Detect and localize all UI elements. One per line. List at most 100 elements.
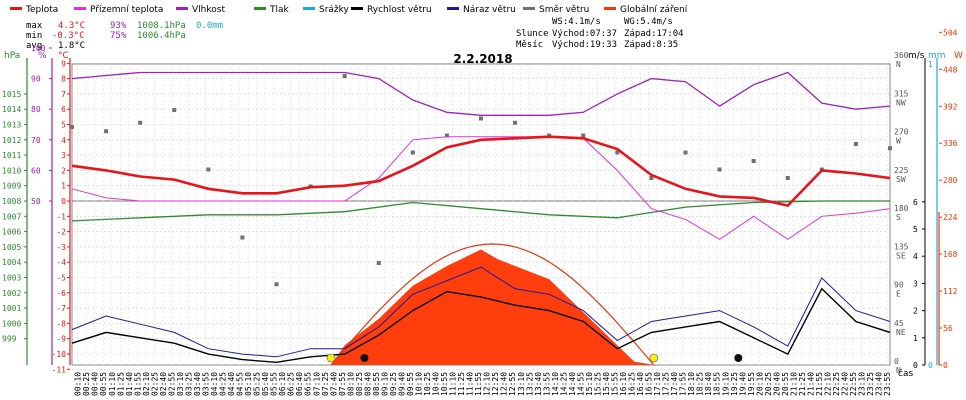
x-tick-label: 18:10 [687,372,696,396]
direction-tick-label: 45 [894,319,904,328]
x-tick-label: 14:40 [568,372,577,396]
x-tick-label: 23:55 [883,372,892,396]
moon-label: Měsíc [516,40,543,50]
x-tick-label: 01:55 [133,372,142,396]
wind-direction-point [376,261,381,265]
x-tick-label: 04:55 [236,372,245,396]
chart-title: 2.2.2018 [453,52,512,66]
wind-direction-point [615,150,620,155]
x-tick-label: 14:10 [551,372,560,396]
x-tick-label: 07:10 [312,372,321,396]
stats-avg-temp: 1.8°C [58,41,85,51]
hpa-tick-label: 1002 [2,289,21,298]
x-tick-label: 15:10 [585,372,594,396]
x-tick-label: 04:40 [227,372,236,396]
w-tick-label: 224 [943,213,958,222]
x-tick-label: 05:55 [270,372,279,396]
legend-swatch [176,7,188,10]
legend-label: Směr větru [539,5,589,15]
x-tick-label: 10:10 [415,372,424,396]
celsius-tick-label: -5 [56,274,66,283]
x-tick-label: 17:10 [653,372,662,396]
stats-min-label: min [26,31,42,41]
x-tick-label: 22:40 [841,372,850,396]
x-tick-label: 16:25 [628,372,637,396]
x-tick-label: 00:25 [82,372,91,396]
x-tick-label: 02:55 [167,372,176,396]
w-tick-label: 0 [943,361,948,370]
sun-set: Západ:17:04 [624,29,684,39]
x-tick-label: 15:25 [593,372,602,396]
x-tick-label: 12:10 [483,372,492,396]
celsius-tick-label: -9 [56,335,66,344]
x-tick-label: 08:40 [363,372,372,396]
x-tick-label: 08:10 [346,372,355,396]
x-tick-label: 22:55 [849,372,858,396]
legend-swatch [303,7,315,10]
x-tick-label: 02:25 [150,372,159,396]
x-tick-label: 02:40 [159,372,168,396]
celsius-tick-label: 5 [61,121,66,130]
x-tick-label: 19:55 [747,372,756,396]
x-tick-label: 15:55 [610,372,619,396]
mm-tick-label: 1 [928,60,933,69]
axis-title-percent: % [38,51,47,61]
moon-marker-icon [734,354,743,362]
hpa-tick-label: 1013 [2,121,21,130]
ms-tick-label: 5 [913,225,918,234]
percent-tick-label: 80 [31,105,41,114]
axis-title-celsius: °C [58,51,69,61]
x-tick-label: 23:25 [866,372,875,396]
celsius-tick-label: 1 [61,182,66,191]
w-tick-label: 448 [943,65,958,74]
x-tick-label: 20:10 [755,372,764,396]
stats-max-rain: 0.0mm [196,21,223,31]
axis-title-w: W [954,51,963,61]
wind-direction-point [172,108,177,112]
x-tick-label: 13:40 [534,372,543,396]
ms-tick-label: 2 [913,307,918,316]
series-wind-speed [71,287,891,364]
hpa-tick-label: 1014 [2,105,21,114]
direction-tick-label: 180 [894,204,909,213]
x-tick-label: 07:40 [329,372,338,396]
percent-tick-label: 60 [31,166,41,175]
hpa-tick-label: 1005 [2,243,21,252]
celsius-tick-label: 7 [61,90,66,99]
x-tick-label: 04:25 [219,372,228,396]
sun-label: Slunce [516,29,549,39]
series-global-radiation [331,249,655,365]
stats-max-hum: 93% [110,21,127,31]
w-tick-label: 280 [943,176,958,185]
x-tick-label: 21:40 [806,372,815,396]
x-tick-label: 18:40 [704,372,713,396]
w-tick-label: 392 [943,102,958,111]
legend-swatch [351,7,363,10]
x-tick-label: 11:40 [466,372,475,396]
x-tick-label: 13:25 [525,372,534,396]
hpa-tick-label: 1001 [2,304,21,313]
legend-swatch [447,7,459,10]
x-tick-label: 06:25 [287,372,296,396]
x-tick-label: 19:40 [738,372,747,396]
wind-direction-point [410,150,415,155]
celsius-tick-label: -8 [56,319,66,328]
legend-swatch [10,7,22,10]
ms-tick-label: 4 [913,252,918,261]
axes: 00:10 00:25 00:40 00:55 01:10 01:25 01:40 01:55… [2,28,958,396]
stats-wg: WG:5.4m/s [624,17,673,27]
direction-compass-label: SW [896,175,906,184]
ms-tick-label: 6 [913,198,918,207]
x-tick-label: 11:55 [474,372,483,396]
legend-label: Globální záření [620,5,688,15]
wind-direction-point [70,125,74,129]
x-tick-label: 03:40 [193,372,202,396]
x-tick-label: 18:25 [696,372,705,396]
x-tick-label: 16:40 [636,372,645,396]
wind-direction-point [104,129,109,134]
legend-label: Teplota [25,5,58,15]
x-tick-label: 09:25 [389,372,398,396]
hpa-tick-label: 1015 [2,90,21,99]
mm-tick-label: 0 [928,361,933,370]
